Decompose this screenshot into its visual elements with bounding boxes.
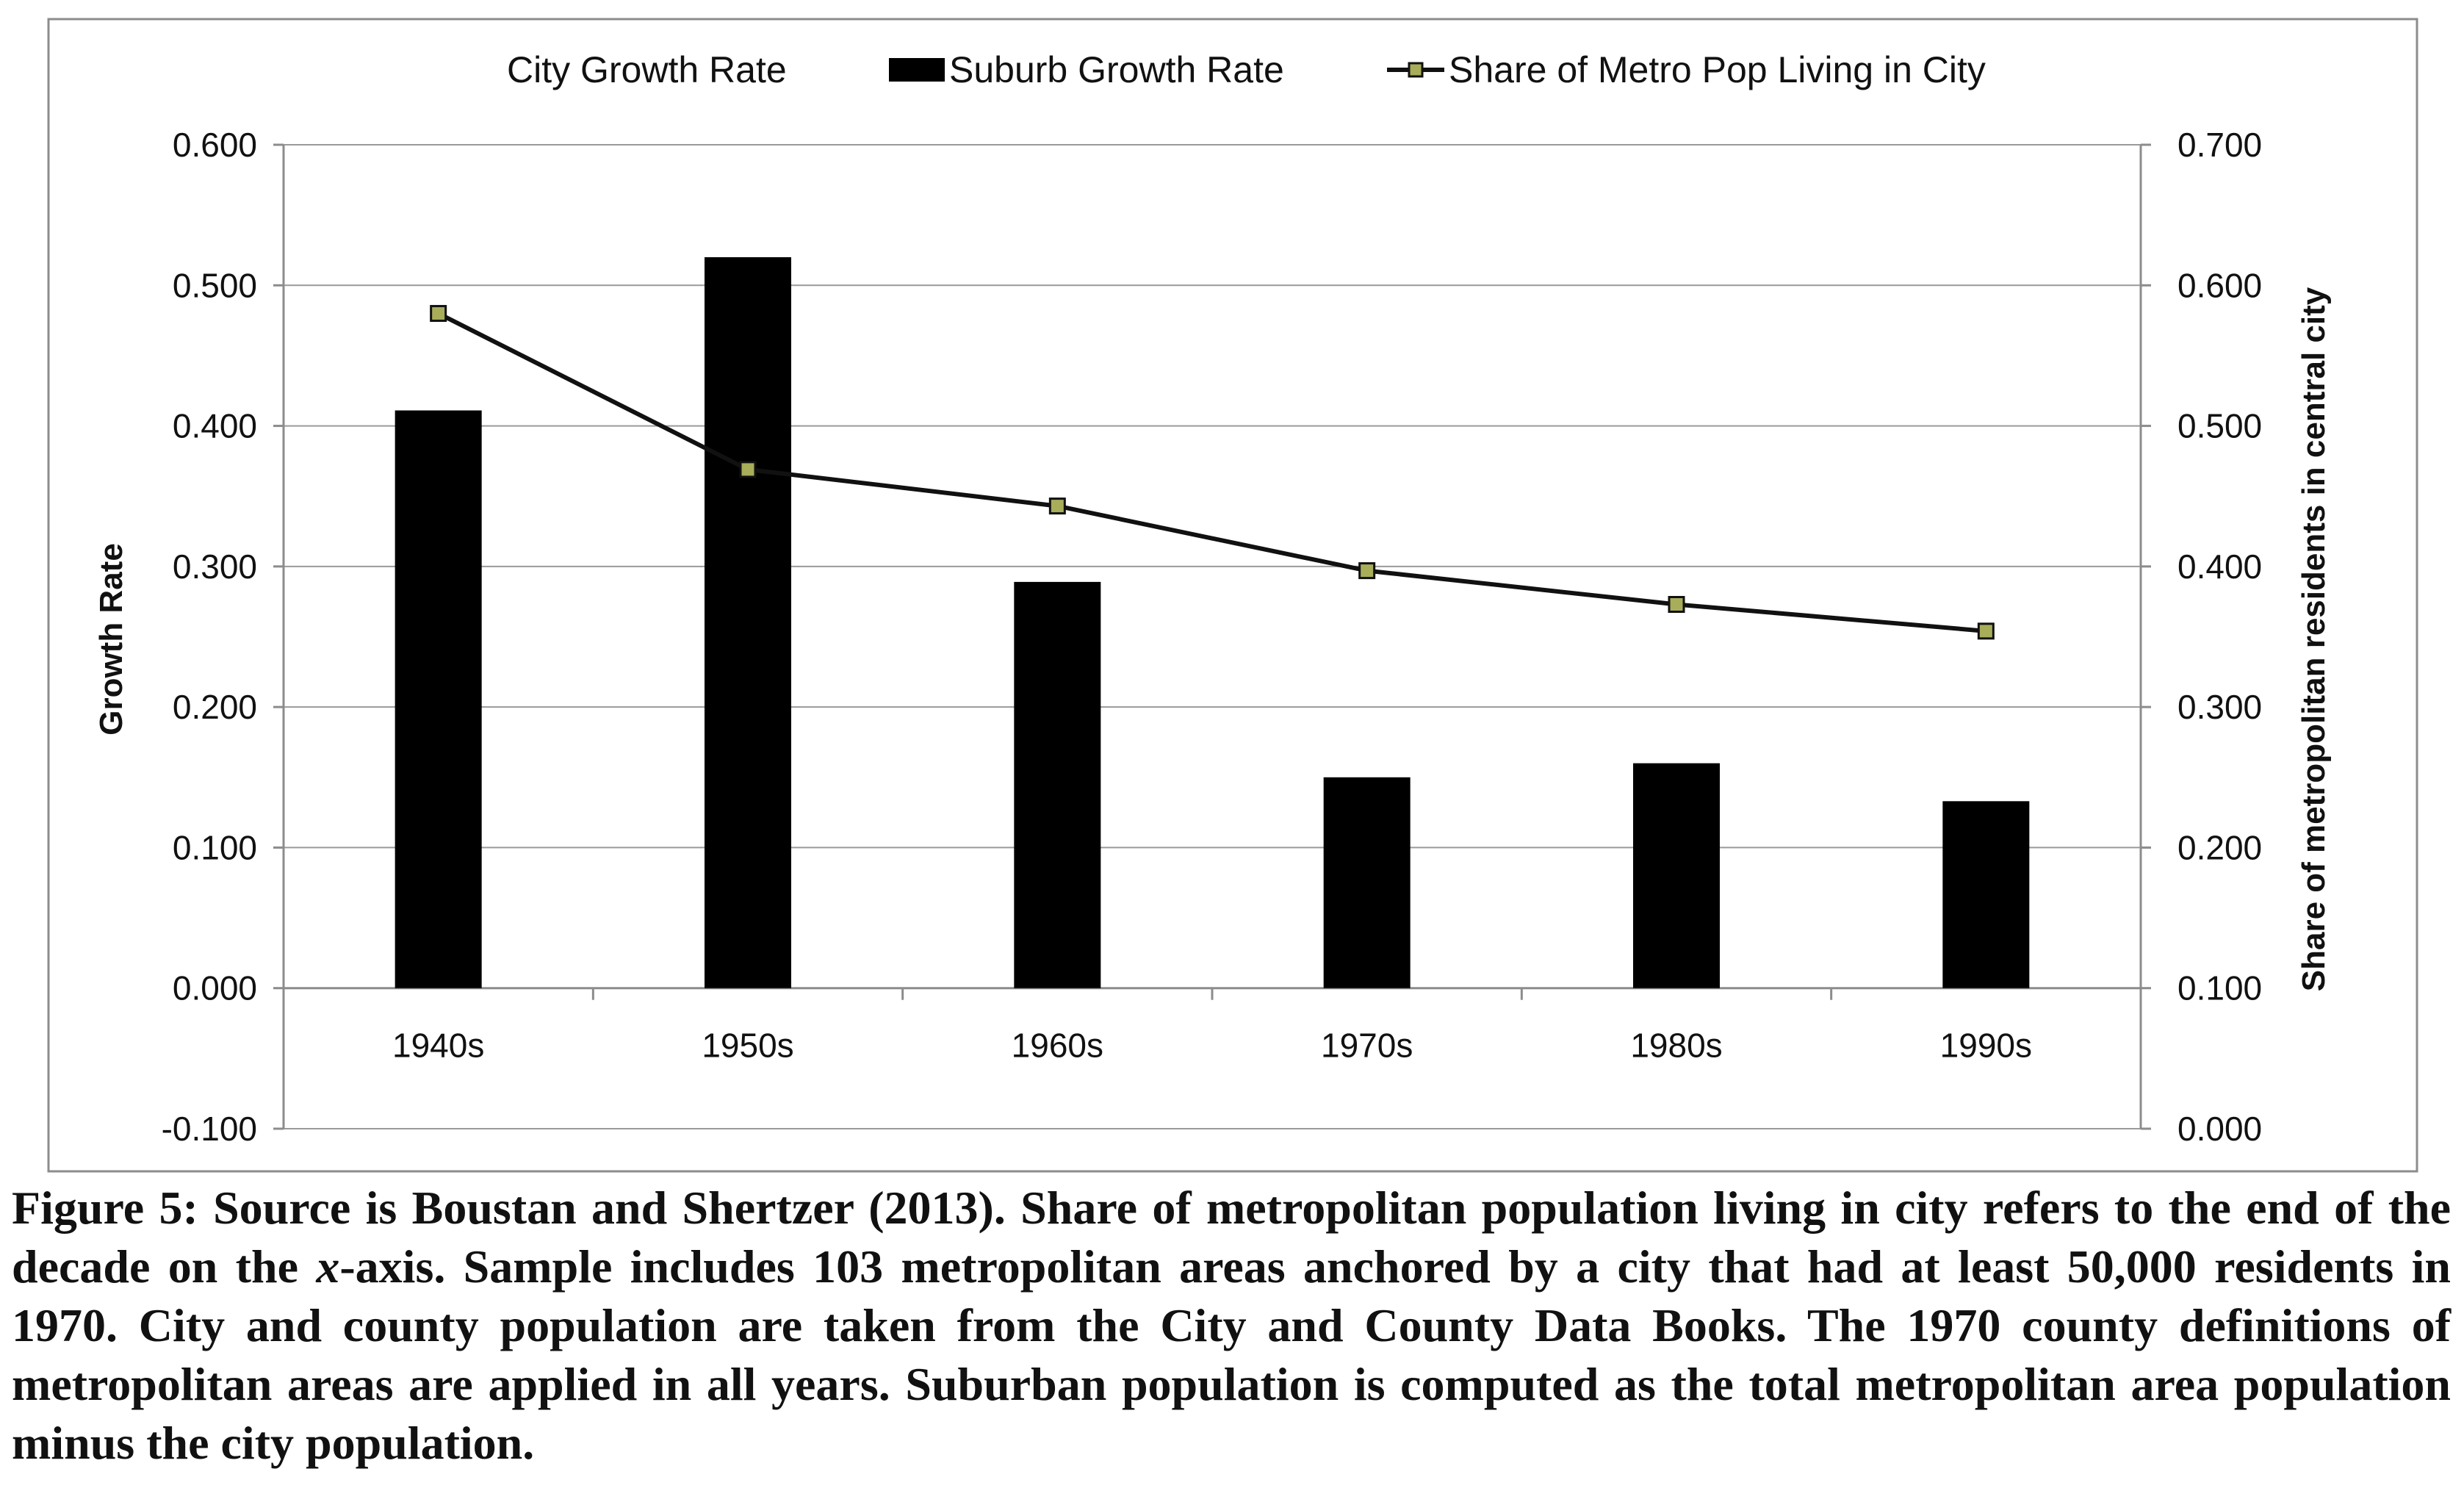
axes bbox=[273, 143, 2151, 1130]
x-tick-label: 1990s bbox=[1940, 1027, 2032, 1065]
figure-caption: Figure 5: Source is Boustan and Shertzer… bbox=[12, 1179, 2451, 1473]
marker-share-1980s bbox=[1668, 596, 1685, 614]
marker-share-1940s bbox=[430, 305, 447, 323]
x-tick-label: 1970s bbox=[1321, 1027, 1413, 1065]
y-tick-label: 0.300 bbox=[173, 547, 257, 586]
x-tick-label: 1940s bbox=[392, 1027, 484, 1065]
legend-swatch-suburb bbox=[889, 58, 945, 82]
bar-suburb-1950s bbox=[705, 257, 791, 988]
x-axis-ticks: 1940s 1950s 1960s 1970s 1980s 1990s bbox=[392, 1027, 2032, 1065]
y-tick-label: 0.400 bbox=[173, 407, 257, 445]
y2-tick-label: 0.200 bbox=[2177, 828, 2262, 866]
x-tick-label: 1950s bbox=[702, 1027, 793, 1065]
y2-tick-label: 0.000 bbox=[2177, 1110, 2262, 1148]
y2-tick-label: 0.400 bbox=[2177, 547, 2262, 586]
marker-share-1960s bbox=[1048, 497, 1066, 515]
line-series bbox=[430, 305, 1995, 640]
caption-text-1: Figure 5: Source is Boustan and Shertzer… bbox=[12, 1182, 2451, 1293]
y-tick-label: 0.600 bbox=[173, 126, 257, 164]
left-axis-ticks: -0.100 0.000 0.100 0.200 0.300 0.400 0.500 0.60… bbox=[162, 126, 257, 1148]
marker-share-1970s bbox=[1358, 562, 1376, 580]
legend-label-city: City Growth Rate bbox=[507, 49, 787, 90]
y-tick-label: 0.500 bbox=[173, 266, 257, 304]
caption-text-2: -axis. Sample includes 103 metropolitan … bbox=[12, 1240, 2452, 1469]
y2-tick-label: 0.100 bbox=[2177, 969, 2262, 1007]
legend-label-suburb: Suburb Growth Rate bbox=[949, 49, 1284, 90]
y2-tick-label: 0.300 bbox=[2177, 688, 2262, 726]
y-tick-label: 0.000 bbox=[173, 969, 257, 1007]
bar-suburb-1960s bbox=[1014, 581, 1101, 988]
x-tick-label: 1960s bbox=[1012, 1027, 1103, 1065]
marker-share-1950s bbox=[739, 461, 757, 478]
legend-swatch-share-marker bbox=[1408, 62, 1424, 78]
right-axis-ticks: 0.000 0.100 0.200 0.300 0.400 0.500 0.600 0.700 bbox=[2177, 126, 2262, 1148]
y2-tick-label: 0.700 bbox=[2177, 126, 2262, 164]
bar-series bbox=[395, 257, 2030, 988]
marker-share-1990s bbox=[1977, 622, 1995, 640]
line-share-metro bbox=[437, 311, 1986, 633]
x-tick-label: 1980s bbox=[1630, 1027, 1722, 1065]
y2-tick-label: 0.500 bbox=[2177, 407, 2262, 445]
caption-x-italic: x bbox=[316, 1240, 340, 1293]
legend-label-share: Share of Metro Pop Living in City bbox=[1449, 49, 1986, 90]
bar-suburb-1990s bbox=[1942, 801, 2030, 988]
bar-suburb-1940s bbox=[395, 410, 482, 988]
legend: City Growth Rate Suburb Growth Rate Shar… bbox=[507, 49, 1986, 90]
y-tick-label: -0.100 bbox=[162, 1110, 257, 1148]
chart: -0.100 0.000 0.100 0.200 0.300 0.400 0.500 0.60… bbox=[47, 18, 2418, 1173]
bar-suburb-1970s bbox=[1323, 777, 1411, 988]
y2-tick-label: 0.600 bbox=[2177, 266, 2262, 304]
y-axis-title: Growth Rate bbox=[93, 543, 129, 736]
y2-axis-title: Share of metropolitan residents in centr… bbox=[2296, 287, 2332, 991]
y-tick-label: 0.200 bbox=[173, 688, 257, 726]
bar-suburb-1980s bbox=[1633, 763, 1720, 988]
y-tick-label: 0.100 bbox=[173, 828, 257, 866]
